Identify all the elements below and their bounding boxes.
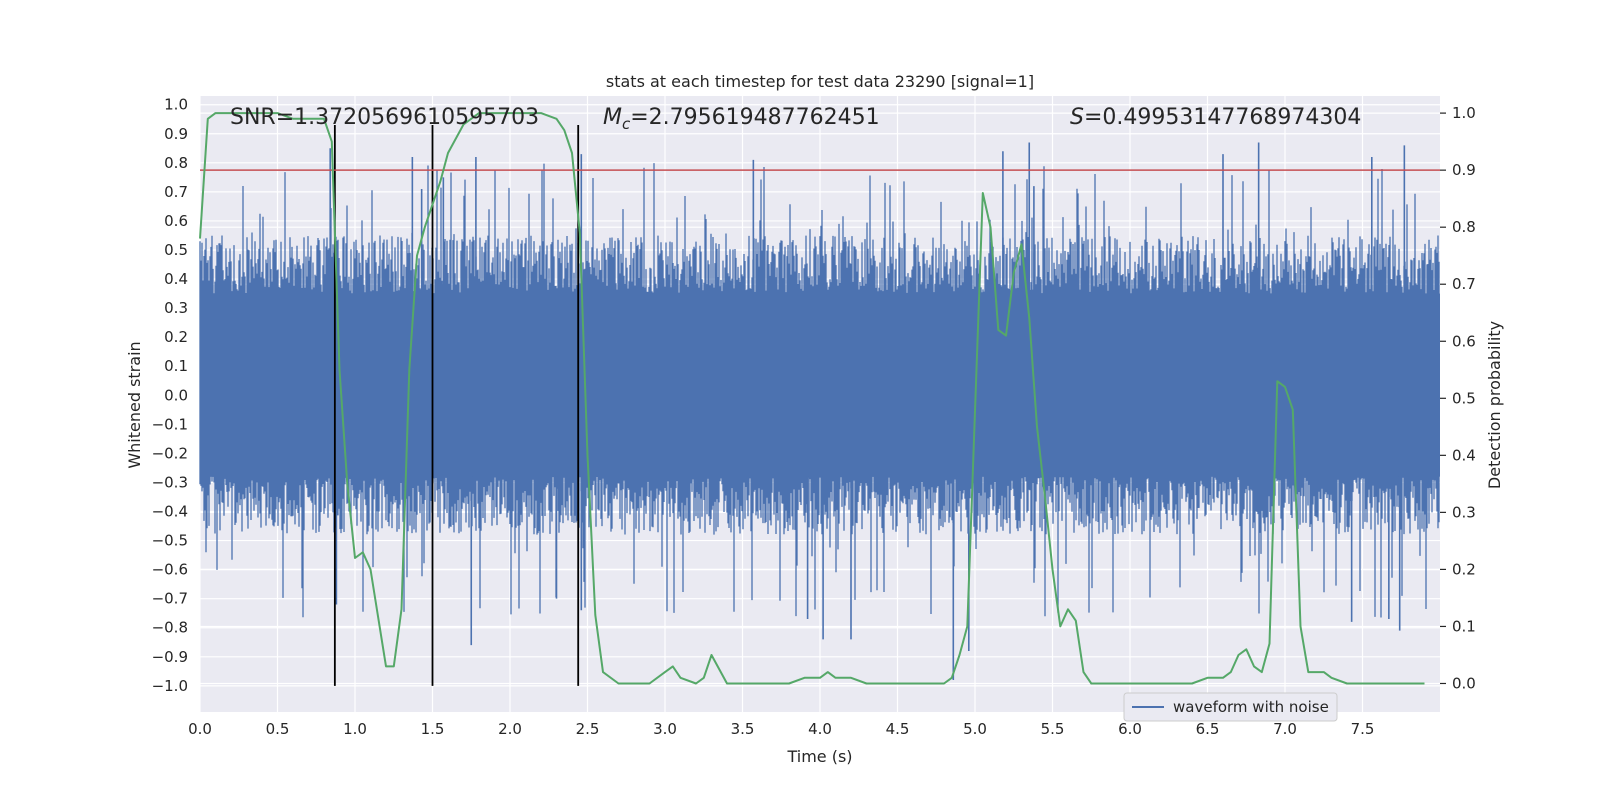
x-tick-label: 5.0	[963, 720, 987, 738]
y2-tick-label: 0.1	[1452, 617, 1476, 635]
y2-tick-label: 0.7	[1452, 275, 1476, 293]
y-tick-label: 0.8	[164, 154, 188, 172]
probability-series	[199, 112, 1425, 685]
x-tick-label: 4.0	[808, 720, 832, 738]
y-tick-label: −0.4	[152, 503, 188, 521]
y-tick-label: 0.3	[164, 299, 188, 317]
legend-box	[1123, 692, 1338, 722]
x-tick-label: 7.0	[1273, 720, 1297, 738]
y-tick-label: −1.0	[152, 677, 188, 695]
chirp-mass-subscript: c	[622, 115, 631, 133]
y-tick-label: 0.5	[164, 241, 188, 259]
chirp-mass-value: =2.795619487762451	[630, 105, 879, 130]
y-tick-label: 0.1	[164, 357, 188, 375]
y2-tick-label: 0.0	[1452, 674, 1476, 692]
y2-tick-label: 0.2	[1452, 560, 1476, 578]
spin-value: =0.49953147768974304	[1084, 105, 1361, 130]
x-tick-label: 0.0	[188, 720, 212, 738]
y-tick-label: 0.4	[164, 270, 188, 288]
y-tick-label: 0.6	[164, 212, 188, 230]
x-tick-label: 1.5	[421, 720, 445, 738]
y-tick-label: 0.2	[164, 328, 188, 346]
x-tick-label: 3.5	[731, 720, 755, 738]
spin-annotation: S=0.49953147768974304	[1070, 105, 1361, 130]
y-tick-label: 0.0	[164, 386, 188, 404]
y2-tick-label: 0.4	[1452, 446, 1476, 464]
legend-label-waveform: waveform with noise	[1173, 698, 1329, 716]
y-tick-label: 0.7	[164, 183, 188, 201]
chirp-mass-symbol: M	[603, 105, 622, 130]
y-tick-label: 1.0	[164, 96, 188, 114]
chart-title: stats at each timestep for test data 232…	[606, 72, 1034, 91]
x-tick-label: 4.5	[886, 720, 910, 738]
waveform-core-band	[200, 293, 1440, 477]
y-tick-label: −0.2	[152, 444, 188, 462]
x-tick-label: 5.5	[1041, 720, 1065, 738]
y-tick-label: −0.1	[152, 415, 188, 433]
x-tick-label: 6.5	[1196, 720, 1220, 738]
y2-tick-label: 0.3	[1452, 503, 1476, 521]
y2-tick-label: 0.9	[1452, 161, 1476, 179]
x-tick-label: 6.0	[1118, 720, 1142, 738]
spin-symbol: S	[1070, 105, 1084, 130]
y-tick-label: −0.5	[152, 532, 188, 550]
y2-tick-label: 0.8	[1452, 218, 1476, 236]
y-tick-label: −0.3	[152, 473, 188, 491]
y-axis-label: Whitened strain	[125, 341, 144, 468]
y-tick-label: −0.8	[152, 619, 188, 637]
chirp-mass-annotation: Mc=2.795619487762451	[603, 105, 880, 133]
y-tick-label: −0.6	[152, 561, 188, 579]
y2-axis-label: Detection probability	[1485, 321, 1504, 489]
x-tick-label: 1.0	[343, 720, 367, 738]
y-tick-label: −0.9	[152, 648, 188, 666]
axis-ticks: 0.0 0.5 1.0 1.5 2.0 2.5 3.0 3.5 4.0 4.5 5.0 5.5 6.0 6…	[152, 96, 1476, 738]
y2-tick-label: 0.5	[1452, 389, 1476, 407]
x-tick-label: 2.0	[498, 720, 522, 738]
x-tick-label: 0.5	[266, 720, 290, 738]
probability-line	[199, 112, 1425, 685]
x-axis-label: Time (s)	[786, 747, 852, 766]
y2-tick-label: 0.6	[1452, 332, 1476, 350]
y-tick-label: 0.9	[164, 125, 188, 143]
snr-annotation: SNR=1.3720569610595703	[230, 105, 539, 130]
x-tick-label: 7.5	[1351, 720, 1375, 738]
y2-tick-label: 1.0	[1452, 104, 1476, 122]
x-tick-label: 3.0	[653, 720, 677, 738]
legend: waveform with noise	[1123, 692, 1338, 722]
x-tick-label: 2.5	[576, 720, 600, 738]
y-tick-label: −0.7	[152, 590, 188, 608]
